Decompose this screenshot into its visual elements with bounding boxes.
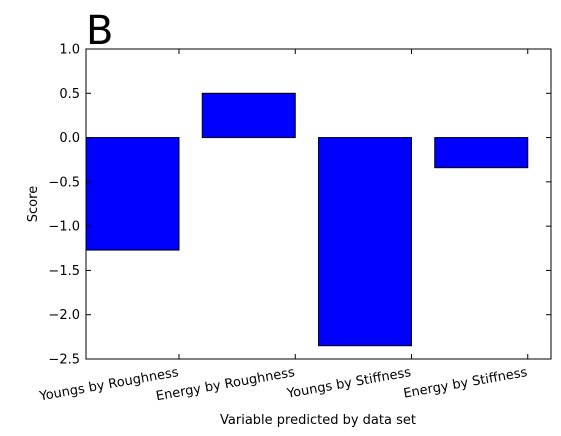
bar — [318, 137, 412, 347]
bar — [85, 137, 180, 251]
x-tick-label: Youngs by Stiffness — [285, 365, 412, 402]
y-tick-label: −1.0 — [48, 220, 80, 235]
plot-frame — [85, 48, 552, 360]
x-axis-title: Variable predicted by data set — [220, 413, 416, 428]
y-tick-label: 0.0 — [59, 131, 80, 146]
bar — [434, 137, 529, 169]
x-tick-label: Energy by Stiffness — [402, 365, 528, 402]
y-axis-title: Score — [26, 186, 41, 222]
bar — [201, 92, 296, 139]
y-tick-label: −2.5 — [48, 353, 80, 368]
panel-letter: B — [86, 8, 113, 54]
y-tick-label: −2.0 — [48, 308, 80, 323]
y-tick-label: 1.0 — [59, 43, 80, 58]
y-tick-label: −0.5 — [48, 175, 80, 190]
y-tick-label: 0.5 — [59, 87, 80, 102]
y-axis: 1.0 0.5 0.0 −0.5 −1.0 −1.5 −2.0 −2.5 — [48, 43, 551, 368]
y-tick-label: −1.5 — [48, 264, 80, 279]
bars-group — [85, 92, 529, 347]
